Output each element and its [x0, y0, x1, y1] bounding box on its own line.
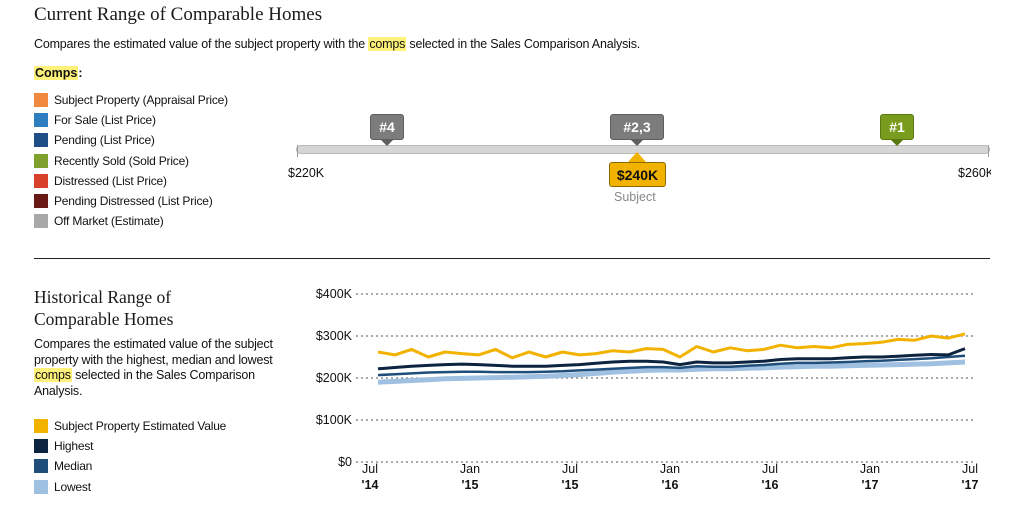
- legend-swatch: [34, 153, 48, 168]
- description-text: Compares the estimated value of the subj…: [34, 37, 369, 51]
- current-range-description: Compares the estimated value of the subj…: [34, 37, 640, 51]
- range-start-tick: [297, 145, 298, 157]
- legend-item: Pending Distressed (List Price): [34, 191, 228, 211]
- x-tick-year: '14: [362, 478, 379, 492]
- legend-label: Recently Sold (Sold Price): [54, 153, 189, 168]
- section-divider: [34, 258, 990, 259]
- legend-item: Off Market (Estimate): [34, 211, 228, 231]
- legend-swatch: [34, 479, 48, 494]
- legend-label: Off Market (Estimate): [54, 214, 164, 229]
- legend-label: Pending Distressed (List Price): [54, 194, 213, 209]
- legend-label: Highest: [54, 439, 94, 454]
- comp-marker-1[interactable]: #1: [880, 114, 914, 146]
- legend-swatch: [34, 194, 48, 209]
- comps-heading-colon: :: [78, 66, 83, 80]
- x-tick-year: '15: [462, 478, 479, 492]
- y-tick-label: $200K: [316, 371, 353, 385]
- legend-label: Lowest: [54, 479, 91, 494]
- comp-marker-2-3[interactable]: #2,3: [610, 114, 664, 146]
- comps-legend-heading: Comps:: [34, 66, 83, 80]
- description-text-end: selected in the Sales Comparison Analysi…: [406, 37, 641, 51]
- x-tick-year: '17: [862, 478, 879, 492]
- x-tick-month: Jul: [762, 462, 778, 476]
- range-min-label: $220K: [288, 166, 325, 180]
- comps-link[interactable]: comps: [368, 37, 407, 51]
- legend-label: Pending (List Price): [54, 133, 155, 148]
- historical-legend: Subject Property Estimated Value Highest…: [34, 416, 226, 497]
- comps-legend: Subject Property (Appraisal Price) For S…: [34, 90, 228, 231]
- description-text: Compares the estimated value of the subj…: [34, 337, 273, 367]
- current-range-title: Current Range of Comparable Homes: [34, 4, 323, 25]
- legend-item: Pending (List Price): [34, 130, 228, 150]
- legend-item: Median: [34, 456, 226, 476]
- legend-item: Subject Property (Appraisal Price): [34, 90, 228, 110]
- legend-item: Recently Sold (Sold Price): [34, 151, 228, 171]
- legend-swatch: [34, 459, 48, 474]
- series-line-highest: [377, 347, 966, 371]
- subject-caption: Subject: [614, 190, 656, 204]
- legend-swatch: [34, 439, 48, 454]
- legend-item: Highest: [34, 436, 226, 456]
- x-tick-year: '17: [962, 478, 979, 492]
- series-line-lowest: [377, 359, 966, 385]
- legend-item: Subject Property Estimated Value: [34, 416, 226, 436]
- legend-swatch: [34, 133, 48, 148]
- subject-pointer-icon: [628, 152, 646, 162]
- comp-marker-4[interactable]: #4: [370, 114, 404, 146]
- legend-label: Distressed (List Price): [54, 173, 167, 188]
- x-tick-month: Jan: [860, 462, 880, 476]
- legend-swatch: [34, 173, 48, 188]
- y-tick-label: $300K: [316, 329, 353, 343]
- x-tick-month: Jul: [962, 462, 978, 476]
- x-tick-month: Jul: [362, 462, 378, 476]
- x-tick-month: Jul: [562, 462, 578, 476]
- y-tick-label: $400K: [316, 287, 353, 301]
- x-tick-month: Jan: [460, 462, 480, 476]
- legend-label: Subject Property Estimated Value: [54, 419, 227, 434]
- x-tick-year: '16: [662, 478, 679, 492]
- range-end-tick: [988, 145, 989, 157]
- series-line-subject-property-estimated-value: [377, 332, 966, 360]
- series-line-median: [377, 354, 966, 377]
- historical-line-chart: $0 $100K $200K $300K $400K Jul '14 Jan '15 Jul '15…: [316, 287, 979, 492]
- x-tick-month: Jan: [660, 462, 680, 476]
- legend-label: For Sale (List Price): [54, 113, 156, 128]
- comps-heading-link[interactable]: Comps: [34, 66, 79, 80]
- historical-range-title: Historical Range of Comparable Homes: [34, 287, 174, 329]
- y-tick-label: $100K: [316, 413, 353, 427]
- y-tick-label: $0: [338, 455, 352, 469]
- legend-swatch: [34, 93, 48, 108]
- legend-item: Lowest: [34, 477, 226, 497]
- legend-item: For Sale (List Price): [34, 110, 228, 130]
- x-tick-year: '15: [562, 478, 579, 492]
- subject-value-badge[interactable]: $240K: [609, 162, 666, 187]
- legend-label: Subject Property (Appraisal Price): [54, 93, 228, 108]
- legend-swatch: [34, 419, 48, 434]
- legend-item: Distressed (List Price): [34, 171, 228, 191]
- legend-swatch: [34, 214, 48, 229]
- range-max-label: $260K: [958, 166, 991, 180]
- legend-label: Median: [54, 459, 93, 474]
- comps-link[interactable]: comps: [34, 368, 72, 382]
- x-tick-year: '16: [762, 478, 779, 492]
- historical-range-description: Compares the estimated value of the subj…: [34, 337, 296, 399]
- description-text-end: selected in the Sales Comparison Analysi…: [34, 368, 255, 398]
- legend-swatch: [34, 113, 48, 128]
